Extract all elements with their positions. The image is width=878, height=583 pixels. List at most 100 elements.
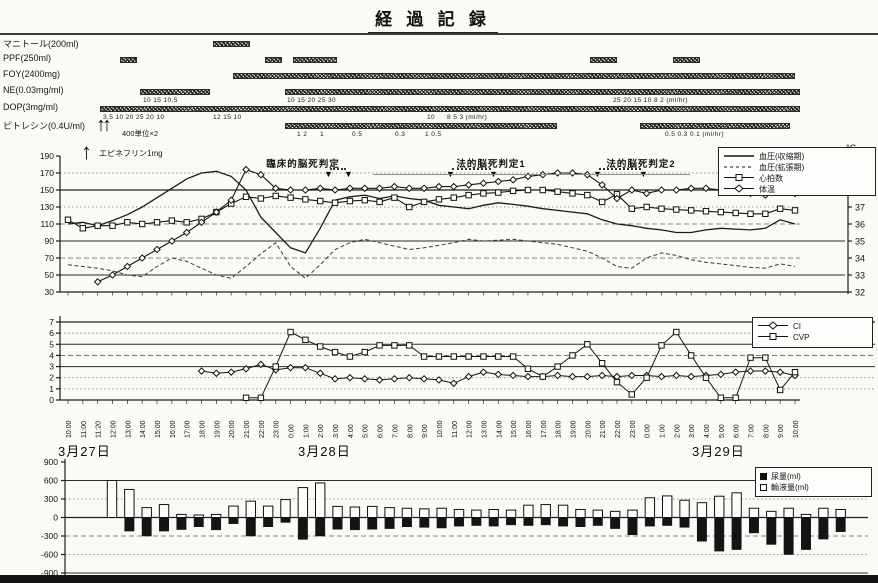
y-tick-label: -900 [41,568,58,578]
legend-item-infusion: 輸液量(ml) [760,482,867,493]
x-tick-label: 15:00 [155,420,162,438]
series-temperature-marker [227,196,236,205]
legend-label: 血圧(収縮期) [759,152,805,161]
med-dose-label: 10 15 20 25 30 [287,97,336,104]
x-tick-label: 7:00 [749,424,756,438]
series-ci-marker [301,363,310,372]
series-cvp-marker [287,328,294,336]
series-cvp-marker [450,353,457,360]
urine-bar [211,517,222,531]
urine-bar [714,517,725,552]
urine-bar [245,517,256,537]
y-tick-label: 110 [40,219,54,229]
series-temperature-marker [420,184,428,193]
infusion-bar [228,505,239,519]
urine-bar [749,517,759,534]
urine-bar [332,517,343,530]
series-temperature-marker [672,186,681,194]
infusion-bar [714,495,725,519]
series-ci-marker [197,367,206,375]
series-temperature-marker [316,184,325,193]
y-tick-label: -600 [41,550,58,560]
y-tick-label: 170 [40,168,54,178]
series-heart-rate-marker [376,198,383,206]
series-heart-rate-marker [747,210,754,218]
infusion-bar [644,497,656,518]
down-arrow-icon: ▼ [344,169,353,179]
series-heart-rate-marker [584,191,591,199]
date-label-mar27: 3月27日 [58,444,111,459]
series-ci-marker [286,363,295,372]
series-ci-marker [375,376,384,384]
fluid-balance-chart: 900 600 300 0 -300 -600 -900 [41,457,868,578]
y-tick-label: 900 [44,457,58,467]
series-ci-marker [390,375,399,383]
infusion-bar [679,499,690,519]
infusion-bar [436,507,447,518]
urine-bar [731,517,742,550]
epinephrine-arrow-icon: ↑ [81,139,92,164]
series-diastolic-bp-line [67,238,796,280]
right-y-tick-label: 33 [855,271,865,281]
y-tick-label: 90 [45,236,55,246]
urine-bar [783,517,794,555]
x-tick-label: 17:00 [185,420,192,438]
date-label-mar28: 3月28日 [298,444,351,459]
series-ci-marker [435,376,443,384]
series-cvp-marker [613,378,621,386]
series-temperature-marker [613,194,621,203]
med-row-label: DOP(3mg/ml) [3,102,59,112]
infusion-bar [609,510,621,519]
y-tick-label: 190 [40,151,54,161]
series-heart-rate-marker [242,193,250,201]
series-heart-rate-marker [509,187,517,195]
series-temperature-marker [331,186,339,194]
series-temperature-marker [627,186,636,194]
med-dose-label: 0.3 [395,131,406,138]
x-tick-label: 16:00 [170,420,177,438]
annotation-text: 法的脳死判定2 [606,159,676,170]
series-cvp-marker [346,353,354,360]
x-tick-label: 20:00 [229,420,236,438]
urine-bar [627,517,638,536]
series-heart-rate-marker [287,194,294,201]
urine-bar [280,517,291,523]
series-ci-marker [509,371,517,380]
series-cvp-marker [687,352,695,359]
x-tick-label: 4:00 [704,424,711,438]
series-temperature-marker [257,170,265,179]
series-cvp-marker [480,353,487,360]
series-temperature-marker [212,208,221,216]
series-heart-rate-marker [391,194,398,201]
x-tick-label: 13:00 [125,420,132,438]
x-tick-label: 12:00 [111,420,118,438]
urine-bar [540,517,551,526]
series-heart-rate-marker [628,205,636,212]
series-cvp-marker [658,342,665,349]
series-temperature-marker [390,182,399,191]
y-tick-label: 4 [49,350,54,360]
series-cvp-marker [762,354,769,361]
urine-bar [419,517,430,528]
series-cvp-marker [317,343,324,350]
series-systolic-bp-line [67,170,796,254]
series-heart-rate-marker [183,219,190,226]
urine-bar [124,517,135,532]
med-dose-label: 10 [427,114,436,121]
series-heart-rate-marker [598,198,606,206]
infusion-bar [696,502,708,519]
series-ci-marker [449,379,458,388]
header-rule [0,33,878,35]
infusion-bar [488,508,499,519]
series-cvp-marker [732,394,739,401]
series-temperature-marker [509,175,517,184]
series-heart-rate-marker [257,195,265,202]
series-cvp-marker [717,394,725,401]
series-heart-rate-marker [673,206,680,213]
x-tick-label: 11:00 [81,421,88,438]
x-tick-label: 11:00 [452,421,459,438]
x-tick-label: 9:00 [778,424,785,438]
series-heart-rate-marker [302,196,309,203]
infusion-bar [210,513,222,519]
